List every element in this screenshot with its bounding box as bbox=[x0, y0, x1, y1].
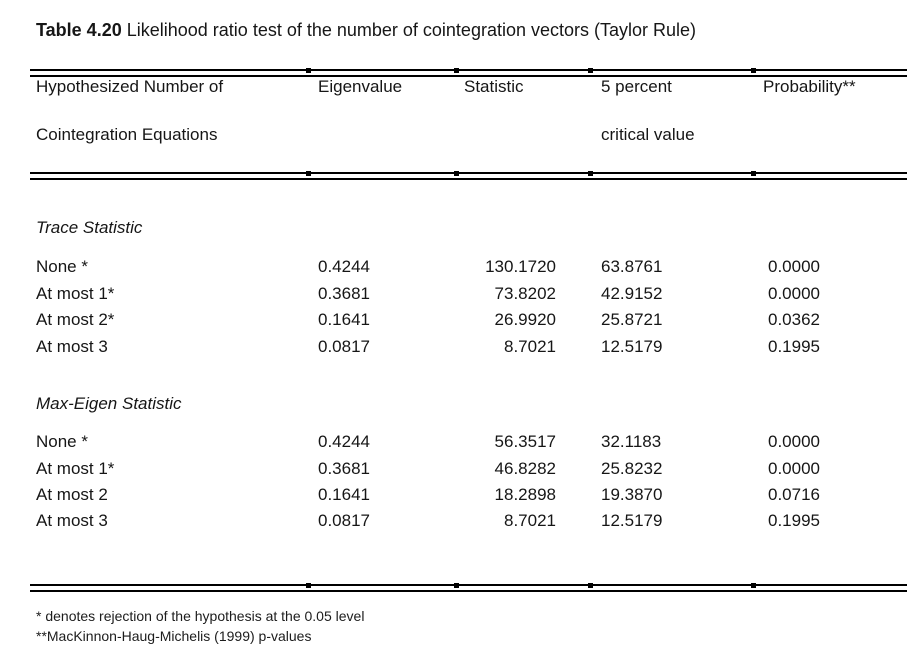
table-number: Table 4.20 bbox=[36, 20, 122, 40]
section-heading-max-eigen: Max-Eigen Statistic bbox=[36, 394, 182, 413]
cell-hypothesis: None * bbox=[36, 432, 88, 451]
cell-eigenvalue: 0.0817 bbox=[318, 511, 370, 530]
cell-statistic: 130.1720 bbox=[485, 257, 556, 276]
table-row: At most 2* 0.1641 26.9920 25.8721 0.0362 bbox=[0, 308, 921, 335]
table-row: At most 1* 0.3681 46.8282 25.8232 0.0000 bbox=[0, 457, 921, 484]
cell-eigenvalue: 0.0817 bbox=[318, 337, 370, 356]
section-heading-trace: Trace Statistic bbox=[36, 218, 143, 237]
column-tick bbox=[454, 68, 459, 73]
cell-critical-value: 32.1183 bbox=[601, 432, 662, 451]
table-row: At most 2 0.1641 18.2898 19.3870 0.0716 bbox=[0, 483, 921, 510]
cell-statistic: 73.8202 bbox=[494, 284, 556, 303]
cell-critical-value: 12.5179 bbox=[601, 511, 663, 530]
header-critical-line2: critical value bbox=[601, 125, 695, 144]
column-tick bbox=[454, 583, 459, 588]
cell-statistic: 8.7021 bbox=[504, 337, 556, 356]
header-hypothesis-line1: Hypothesized Number of bbox=[36, 77, 224, 96]
table-rule-top bbox=[30, 68, 907, 77]
cell-statistic: 46.8282 bbox=[494, 459, 556, 478]
cell-eigenvalue: 0.3681 bbox=[318, 284, 370, 303]
table-rule-header-bottom bbox=[30, 171, 907, 180]
cell-critical-value: 63.8761 bbox=[601, 257, 663, 276]
cell-hypothesis: At most 2* bbox=[36, 310, 115, 329]
cell-critical-value: 25.8721 bbox=[601, 310, 663, 329]
cell-critical-value: 12.5179 bbox=[601, 337, 663, 356]
column-tick bbox=[588, 68, 593, 73]
column-tick bbox=[751, 583, 756, 588]
column-tick bbox=[454, 171, 459, 176]
cell-critical-value: 19.3870 bbox=[601, 485, 663, 504]
cell-probability: 0.1995 bbox=[768, 337, 820, 356]
header-hypothesis-line2: Cointegration Equations bbox=[36, 125, 218, 144]
cell-statistic: 18.2898 bbox=[494, 485, 556, 504]
table-rule-bottom bbox=[30, 583, 907, 592]
footnote-pvalues-source: **MacKinnon-Haug-Michelis (1999) p-value… bbox=[36, 628, 312, 644]
cell-eigenvalue: 0.4244 bbox=[318, 432, 370, 451]
table-row: None * 0.4244 130.1720 63.8761 0.0000 bbox=[0, 255, 921, 282]
table-caption: Table 4.20 Likelihood ratio test of the … bbox=[36, 17, 696, 43]
column-tick bbox=[588, 171, 593, 176]
cell-probability: 0.0362 bbox=[768, 310, 820, 329]
table-caption-text: Likelihood ratio test of the number of c… bbox=[126, 20, 697, 40]
cell-probability: 0.1995 bbox=[768, 511, 820, 530]
cell-probability: 0.0716 bbox=[768, 485, 820, 504]
column-tick bbox=[306, 171, 311, 176]
cell-critical-value: 42.9152 bbox=[601, 284, 663, 303]
column-tick bbox=[306, 583, 311, 588]
cell-statistic: 26.9920 bbox=[494, 310, 556, 329]
column-tick bbox=[306, 68, 311, 73]
cell-probability: 0.0000 bbox=[768, 257, 820, 276]
cell-hypothesis: At most 1* bbox=[36, 459, 115, 478]
cell-eigenvalue: 0.1641 bbox=[318, 310, 370, 329]
cell-eigenvalue: 0.1641 bbox=[318, 485, 370, 504]
cell-statistic: 8.7021 bbox=[504, 511, 556, 530]
cell-statistic: 56.3517 bbox=[494, 432, 556, 451]
table-row: At most 3 0.0817 8.7021 12.5179 0.1995 bbox=[0, 335, 921, 362]
cell-hypothesis: At most 1* bbox=[36, 284, 115, 303]
cell-hypothesis: At most 3 bbox=[36, 511, 108, 530]
table-row: At most 3 0.0817 8.7021 12.5179 0.1995 bbox=[0, 509, 921, 536]
header-eigenvalue: Eigenvalue bbox=[318, 77, 403, 96]
cell-hypothesis: None * bbox=[36, 257, 88, 276]
table-row: At most 1* 0.3681 73.8202 42.9152 0.0000 bbox=[0, 282, 921, 309]
cell-probability: 0.0000 bbox=[768, 459, 820, 478]
header-statistic: Statistic bbox=[464, 77, 524, 96]
cell-hypothesis: At most 2 bbox=[36, 485, 108, 504]
cell-probability: 0.0000 bbox=[768, 432, 820, 451]
header-probability: Probability** bbox=[763, 77, 856, 96]
cell-critical-value: 25.8232 bbox=[601, 459, 663, 478]
cell-eigenvalue: 0.3681 bbox=[318, 459, 370, 478]
cell-hypothesis: At most 3 bbox=[36, 337, 108, 356]
footnote-rejection-level: * denotes rejection of the hypothesis at… bbox=[36, 608, 365, 624]
column-tick bbox=[751, 68, 756, 73]
header-critical-line1: 5 percent bbox=[601, 77, 672, 96]
column-tick bbox=[751, 171, 756, 176]
cell-eigenvalue: 0.4244 bbox=[318, 257, 370, 276]
table-row: None * 0.4244 56.3517 32.1183 0.0000 bbox=[0, 430, 921, 457]
cell-probability: 0.0000 bbox=[768, 284, 820, 303]
column-tick bbox=[588, 583, 593, 588]
